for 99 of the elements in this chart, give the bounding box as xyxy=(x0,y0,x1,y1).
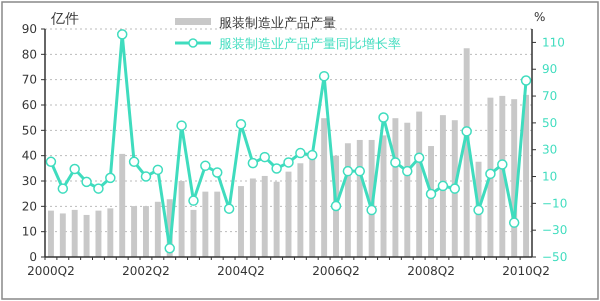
point xyxy=(485,168,496,180)
legend-label: 服装制造业产品产量同比增长率 xyxy=(219,36,401,52)
bar xyxy=(107,208,114,257)
bar xyxy=(392,118,398,257)
y-tick-label: 30 xyxy=(22,174,37,188)
y2-tick-label: 10 xyxy=(542,170,558,184)
bar xyxy=(131,206,138,257)
y-tick-label: 40 xyxy=(22,148,37,163)
bar xyxy=(72,210,78,257)
point xyxy=(390,157,401,168)
bar xyxy=(274,182,280,257)
bar xyxy=(380,135,386,257)
point xyxy=(93,183,104,194)
point xyxy=(271,163,282,174)
y-tick-label: 90 xyxy=(22,22,37,36)
y2-tick-label: 90 xyxy=(542,62,558,76)
y-tick-label: 60 xyxy=(22,98,37,112)
point xyxy=(176,120,187,131)
y-tick-label: 80 xyxy=(22,47,37,62)
bar xyxy=(404,122,410,257)
bar xyxy=(416,112,422,257)
bar xyxy=(214,192,220,257)
bar xyxy=(178,181,185,257)
y-axis-title: 亿件 xyxy=(50,11,79,27)
bar xyxy=(238,186,244,257)
point xyxy=(450,183,460,194)
point xyxy=(461,126,472,137)
y2-tick-label: −10 xyxy=(542,196,568,210)
bar xyxy=(523,94,530,257)
bar xyxy=(487,98,494,257)
point xyxy=(116,29,128,40)
point xyxy=(212,167,222,178)
point xyxy=(414,152,424,164)
point xyxy=(307,150,318,160)
point xyxy=(366,204,377,216)
bar xyxy=(48,210,54,257)
point xyxy=(378,112,389,123)
x-tick-label: 2010Q2 xyxy=(502,264,550,278)
bar xyxy=(262,176,268,257)
y-tick-label: 70 xyxy=(22,72,37,87)
y2-tick-label: −30 xyxy=(542,223,568,238)
point xyxy=(140,171,152,182)
bar xyxy=(142,206,149,257)
bar xyxy=(84,214,90,257)
point xyxy=(520,75,532,86)
legend-label: 服装制造业产品产量 xyxy=(219,16,336,31)
x-tick-label: 2008Q2 xyxy=(407,264,455,278)
bar xyxy=(250,178,256,257)
bar xyxy=(119,154,126,257)
point xyxy=(152,164,164,176)
point xyxy=(438,180,448,192)
point xyxy=(402,166,413,176)
point xyxy=(81,176,92,188)
point xyxy=(330,200,342,212)
bar xyxy=(202,192,208,257)
y2-tick-label: 70 xyxy=(542,89,558,104)
point xyxy=(508,217,520,228)
bar xyxy=(297,163,304,257)
point xyxy=(342,166,354,176)
x-tick-label: 2000Q2 xyxy=(27,264,75,278)
point xyxy=(473,204,484,216)
bar xyxy=(440,115,446,257)
point xyxy=(248,158,258,168)
point xyxy=(69,164,80,174)
point xyxy=(236,118,246,130)
y-tick-label: 10 xyxy=(22,224,37,239)
y-tick-label: 0 xyxy=(29,250,37,264)
bar xyxy=(321,118,328,257)
bar xyxy=(60,213,66,257)
point xyxy=(105,172,116,184)
point xyxy=(188,195,199,206)
point xyxy=(259,152,270,162)
x-tick-label: 2004Q2 xyxy=(217,264,265,278)
bar xyxy=(286,172,292,257)
point xyxy=(497,159,508,170)
bar xyxy=(190,210,196,257)
bar xyxy=(95,210,102,257)
point xyxy=(224,203,234,214)
bar xyxy=(499,96,506,257)
point xyxy=(295,148,306,158)
y2-tick-label: 110 xyxy=(542,35,565,50)
bar xyxy=(154,202,161,257)
y2-tick-label: −50 xyxy=(542,250,568,264)
point xyxy=(200,160,211,172)
y-tick-label: 50 xyxy=(22,123,37,138)
y2-tick-label: 30 xyxy=(542,142,558,157)
point xyxy=(58,183,68,194)
x-tick-label: 2006Q2 xyxy=(312,264,360,278)
y-tick-label: 20 xyxy=(22,199,37,214)
y2-axis-title: % xyxy=(534,10,546,24)
point xyxy=(318,70,330,82)
point xyxy=(426,188,436,200)
point xyxy=(354,166,366,176)
point xyxy=(164,243,175,254)
point xyxy=(46,156,56,168)
point xyxy=(283,157,294,168)
y2-tick-label: 50 xyxy=(542,116,558,130)
point xyxy=(128,156,140,168)
x-tick-label: 2002Q2 xyxy=(122,264,170,278)
